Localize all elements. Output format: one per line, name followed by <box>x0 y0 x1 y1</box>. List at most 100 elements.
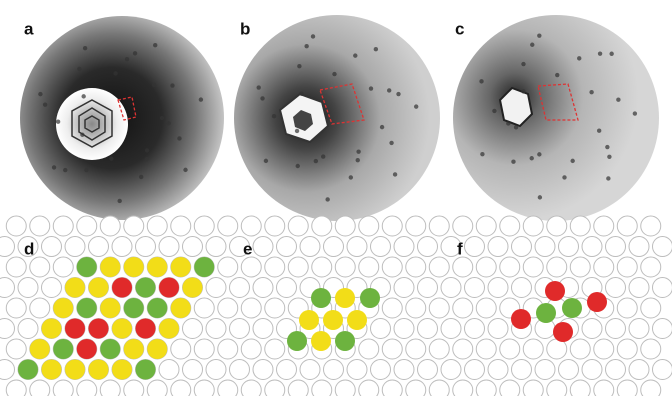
spot <box>480 152 484 156</box>
spot <box>511 160 515 164</box>
lattice-site <box>359 339 379 359</box>
spot <box>183 168 187 172</box>
adatom <box>147 298 167 318</box>
lattice-site <box>324 237 344 257</box>
adatom <box>112 360 132 380</box>
lattice-site <box>535 237 555 257</box>
lattice-site <box>171 216 191 236</box>
lattice-site <box>606 237 626 257</box>
lattice-site <box>312 216 332 236</box>
lattice-site <box>488 278 508 298</box>
lattice-site <box>335 257 355 277</box>
lattice-site <box>359 216 379 236</box>
adatom <box>53 339 73 359</box>
lattice-site <box>476 257 496 277</box>
lattice-site <box>394 360 414 380</box>
spot <box>393 172 397 176</box>
lattice-site <box>606 319 626 339</box>
lattice-site <box>77 216 97 236</box>
spot <box>479 79 483 83</box>
lattice-site <box>183 319 203 339</box>
adatom <box>100 298 120 318</box>
leed-c <box>453 15 659 221</box>
lattice-site <box>594 216 614 236</box>
adatom <box>124 339 144 359</box>
lattice-site <box>418 278 438 298</box>
lattice-site <box>559 237 579 257</box>
lattice-site <box>183 237 203 257</box>
lattice-site <box>406 216 426 236</box>
spot <box>380 125 384 129</box>
adatom <box>194 257 214 277</box>
lattice-site <box>641 298 661 318</box>
lattice-site <box>42 237 62 257</box>
lattice-site <box>488 360 508 380</box>
lattice-site <box>265 298 285 318</box>
lattice-site <box>265 380 285 396</box>
spot <box>537 152 541 156</box>
lattice-site <box>53 380 73 396</box>
lattice-site <box>171 339 191 359</box>
spot <box>616 97 620 101</box>
lattice-site <box>277 360 297 380</box>
lattice-site <box>641 339 661 359</box>
lattice-site <box>218 339 238 359</box>
lattice-site <box>0 237 15 257</box>
adatom <box>553 322 573 342</box>
lattice-site <box>406 298 426 318</box>
spot <box>492 109 496 113</box>
spot <box>257 85 261 89</box>
spot <box>606 176 610 180</box>
lattice-site <box>547 257 567 277</box>
lattice-site <box>100 216 120 236</box>
lattice-site <box>594 257 614 277</box>
lattice-site <box>535 360 555 380</box>
lattice-site <box>206 237 226 257</box>
lattice-site <box>465 237 485 257</box>
adatom <box>136 360 156 380</box>
lattice-site <box>582 237 602 257</box>
spot <box>296 164 300 168</box>
lattice-site <box>441 319 461 339</box>
lattice-site <box>570 216 590 236</box>
lattice-site <box>606 278 626 298</box>
adatom <box>159 278 179 298</box>
spot <box>598 51 602 55</box>
lattice-site <box>406 380 426 396</box>
lattice-site <box>241 380 261 396</box>
lattice-site <box>418 237 438 257</box>
adatom <box>112 278 132 298</box>
lattice-site <box>312 257 332 277</box>
lattice-site <box>0 319 15 339</box>
spot <box>81 94 85 98</box>
lattice-site <box>65 237 85 257</box>
spot <box>295 129 299 133</box>
lattice-site <box>359 380 379 396</box>
lattice-site <box>429 339 449 359</box>
lattice-site <box>653 278 672 298</box>
spot <box>332 72 336 76</box>
panel-label: f <box>457 239 463 258</box>
lattice-site <box>594 339 614 359</box>
adatom <box>311 331 331 351</box>
spot <box>56 119 60 123</box>
lattice-site <box>89 237 109 257</box>
spot <box>597 128 601 132</box>
adatom <box>53 298 73 318</box>
adatom <box>136 278 156 298</box>
lattice-site <box>147 216 167 236</box>
spot <box>125 57 129 61</box>
adatom <box>100 257 120 277</box>
spot <box>311 34 315 38</box>
lattice-site <box>288 380 308 396</box>
spot <box>80 133 84 137</box>
spot <box>514 125 518 129</box>
adatom <box>287 331 307 351</box>
lattice-site <box>653 319 672 339</box>
spot <box>609 52 613 56</box>
lattice-site <box>30 298 50 318</box>
spot <box>521 62 525 66</box>
spot <box>38 92 42 96</box>
adatom <box>77 298 97 318</box>
lattice-site <box>394 278 414 298</box>
